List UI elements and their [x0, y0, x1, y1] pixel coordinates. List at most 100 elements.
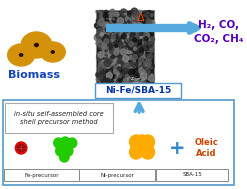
- Circle shape: [128, 20, 129, 22]
- Circle shape: [115, 47, 120, 53]
- Circle shape: [100, 35, 105, 41]
- Circle shape: [96, 40, 102, 46]
- Circle shape: [129, 36, 131, 39]
- Circle shape: [103, 35, 109, 42]
- Circle shape: [109, 57, 116, 64]
- Circle shape: [110, 35, 114, 38]
- Circle shape: [122, 40, 124, 41]
- Circle shape: [113, 26, 117, 29]
- Circle shape: [128, 13, 131, 16]
- Circle shape: [99, 10, 102, 13]
- Circle shape: [146, 19, 151, 25]
- Circle shape: [132, 47, 133, 48]
- Circle shape: [124, 63, 130, 69]
- Circle shape: [133, 44, 134, 45]
- Circle shape: [129, 15, 130, 17]
- Circle shape: [113, 82, 116, 85]
- Circle shape: [107, 42, 111, 46]
- Circle shape: [108, 44, 113, 49]
- Circle shape: [100, 15, 104, 20]
- Circle shape: [149, 34, 151, 36]
- Circle shape: [95, 23, 99, 28]
- Circle shape: [147, 84, 148, 85]
- Circle shape: [139, 75, 146, 82]
- Circle shape: [134, 24, 136, 26]
- Circle shape: [103, 67, 105, 69]
- Circle shape: [114, 19, 118, 23]
- Circle shape: [104, 80, 109, 85]
- Circle shape: [133, 75, 138, 80]
- Circle shape: [137, 51, 140, 54]
- Circle shape: [107, 50, 109, 52]
- Circle shape: [103, 26, 106, 28]
- Circle shape: [110, 72, 112, 74]
- Circle shape: [96, 72, 101, 78]
- Circle shape: [137, 36, 142, 41]
- Circle shape: [103, 60, 106, 62]
- Circle shape: [141, 34, 142, 36]
- FancyBboxPatch shape: [3, 100, 234, 185]
- Circle shape: [140, 17, 146, 23]
- Circle shape: [110, 47, 111, 48]
- Circle shape: [137, 26, 143, 33]
- Circle shape: [108, 51, 112, 55]
- Text: Ni-Fe/SBA-15: Ni-Fe/SBA-15: [105, 85, 171, 94]
- Circle shape: [139, 44, 144, 50]
- Circle shape: [146, 60, 151, 65]
- Circle shape: [144, 26, 148, 30]
- Circle shape: [97, 28, 103, 34]
- Circle shape: [149, 20, 155, 26]
- Circle shape: [129, 11, 132, 14]
- Circle shape: [109, 46, 115, 52]
- Circle shape: [129, 78, 133, 83]
- Circle shape: [138, 62, 141, 64]
- Circle shape: [100, 13, 104, 17]
- Circle shape: [133, 11, 140, 18]
- Circle shape: [145, 25, 147, 27]
- Circle shape: [18, 145, 24, 152]
- Circle shape: [97, 54, 98, 56]
- Circle shape: [107, 34, 112, 39]
- Circle shape: [126, 24, 128, 26]
- Circle shape: [104, 73, 111, 80]
- Circle shape: [125, 55, 129, 59]
- Circle shape: [136, 33, 142, 39]
- Circle shape: [142, 81, 147, 87]
- Circle shape: [107, 34, 113, 39]
- Circle shape: [103, 47, 108, 53]
- Ellipse shape: [40, 42, 65, 62]
- Circle shape: [108, 29, 112, 33]
- Circle shape: [104, 39, 109, 44]
- Circle shape: [144, 48, 147, 51]
- Circle shape: [96, 78, 99, 81]
- Circle shape: [61, 137, 70, 147]
- Circle shape: [103, 81, 108, 87]
- Circle shape: [131, 77, 133, 78]
- Circle shape: [123, 55, 129, 62]
- FancyBboxPatch shape: [96, 83, 181, 98]
- Text: 20nm: 20nm: [131, 77, 141, 81]
- Circle shape: [130, 67, 132, 70]
- Circle shape: [127, 15, 131, 19]
- Circle shape: [139, 65, 145, 71]
- Circle shape: [114, 41, 118, 44]
- Circle shape: [130, 41, 132, 43]
- Circle shape: [105, 49, 107, 52]
- Circle shape: [116, 58, 119, 61]
- Circle shape: [110, 12, 111, 14]
- Circle shape: [141, 52, 147, 58]
- Circle shape: [104, 10, 107, 14]
- Circle shape: [131, 69, 136, 73]
- Circle shape: [133, 37, 136, 40]
- Circle shape: [150, 21, 153, 24]
- Circle shape: [149, 37, 155, 42]
- Circle shape: [133, 85, 136, 88]
- Circle shape: [133, 60, 135, 62]
- Circle shape: [114, 80, 121, 87]
- Circle shape: [97, 19, 101, 22]
- Circle shape: [115, 53, 119, 57]
- Circle shape: [108, 47, 110, 49]
- Circle shape: [108, 55, 112, 59]
- Circle shape: [126, 79, 131, 84]
- Circle shape: [131, 12, 134, 16]
